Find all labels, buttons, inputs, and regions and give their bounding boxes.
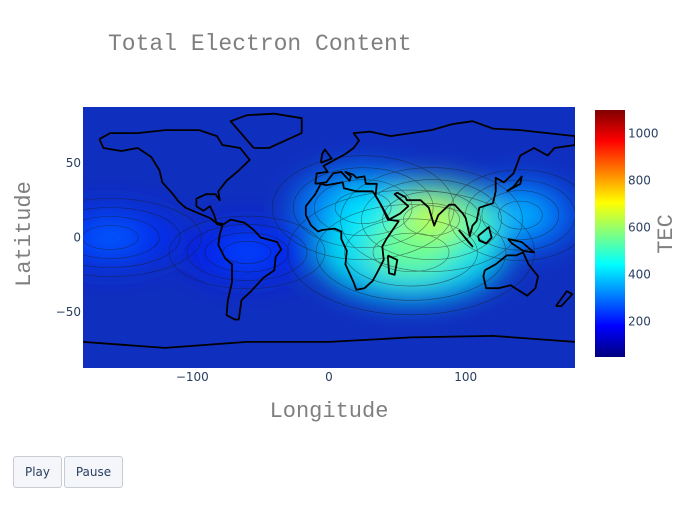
contour-line [168,215,326,290]
colorbar-tick-label: 200 [628,315,651,329]
colorbar [595,110,625,357]
contour-line [83,198,202,277]
coastline [458,229,474,248]
colorbar-tick-label: 400 [628,268,651,282]
coastline [482,251,539,297]
coastline [506,175,523,193]
contour-line [448,169,575,261]
coastline [229,112,303,149]
tec-feature-core [83,222,142,253]
x-tick-label: 0 [325,370,333,384]
tec-feature-core [331,187,395,228]
contour-line [403,203,460,236]
coastline [304,181,400,291]
colorbar-tick-label: 1000 [628,127,659,141]
colorbar-title: TEC [654,214,679,254]
contour-line [340,167,523,272]
coastline [386,254,399,276]
contour-line [292,167,434,248]
y-tick-label: 50 [66,156,81,170]
contour-line [83,207,181,268]
coastline [319,148,333,164]
colorbar-tick-label: 600 [628,221,651,235]
chart-title: Total Electron Content [108,31,412,57]
tec-feature-core [495,197,546,233]
contour-line [361,179,502,260]
x-axis-label: Longitude [270,399,389,424]
coastline [477,226,493,245]
coastline [555,290,574,307]
contour-line [271,155,455,260]
heatmap-plot-area[interactable] [19,107,592,368]
colorbar-tick-label: 800 [628,174,651,188]
tec-feature-core [368,228,454,277]
contour-line [344,218,478,287]
contour-line [313,179,413,236]
pause-button[interactable]: Pause [64,456,123,488]
coastline [83,335,575,349]
x-tick-label: 100 [454,370,477,384]
contour-line [204,232,290,273]
contour-line [83,216,160,259]
y-tick-label: 0 [73,231,81,245]
x-tick-label: −100 [176,370,209,384]
contour-line [83,225,139,250]
y-axis-label: Latitude [12,181,37,287]
play-button[interactable]: Play [13,456,62,488]
contour-line [481,190,560,240]
tec-feature-core [220,238,274,267]
contour-line [372,232,450,272]
y-tick-label: −50 [56,305,81,319]
coastline [314,120,575,237]
coastline [507,238,535,254]
contour-line [498,200,543,230]
coastline [98,129,283,321]
